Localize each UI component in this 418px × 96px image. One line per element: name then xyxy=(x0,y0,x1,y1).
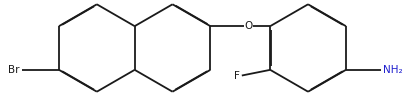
Text: Br: Br xyxy=(8,65,20,75)
Text: O: O xyxy=(244,21,252,31)
Text: NH₂: NH₂ xyxy=(383,65,403,75)
Text: F: F xyxy=(234,71,240,81)
